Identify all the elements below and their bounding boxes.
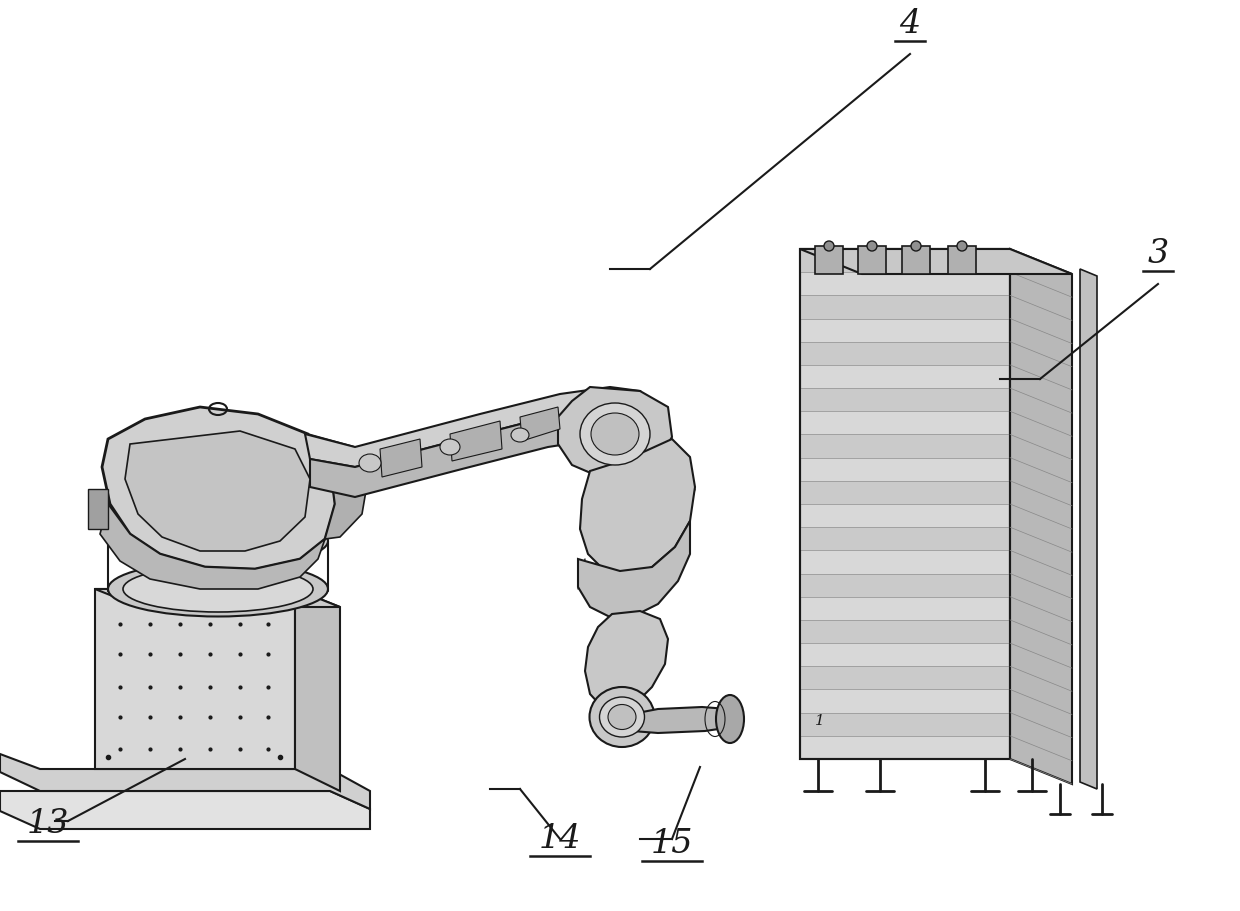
Text: 13: 13 — [27, 807, 69, 839]
Polygon shape — [88, 489, 108, 529]
Ellipse shape — [867, 241, 877, 251]
Polygon shape — [800, 250, 1073, 275]
Ellipse shape — [580, 404, 650, 466]
Polygon shape — [800, 481, 1011, 505]
Ellipse shape — [123, 567, 312, 612]
Ellipse shape — [715, 695, 744, 743]
Ellipse shape — [125, 520, 310, 563]
Ellipse shape — [608, 705, 636, 730]
Polygon shape — [305, 387, 640, 467]
Polygon shape — [580, 439, 694, 578]
Ellipse shape — [589, 687, 655, 747]
Ellipse shape — [825, 241, 835, 251]
Ellipse shape — [591, 414, 639, 456]
Polygon shape — [800, 620, 1011, 643]
Ellipse shape — [108, 562, 329, 617]
Polygon shape — [125, 432, 310, 551]
Polygon shape — [450, 422, 502, 462]
Ellipse shape — [108, 516, 329, 568]
Ellipse shape — [957, 241, 967, 251]
Polygon shape — [800, 667, 1011, 690]
Polygon shape — [800, 343, 1011, 365]
Polygon shape — [95, 589, 340, 608]
Polygon shape — [102, 407, 335, 569]
Polygon shape — [632, 707, 735, 733]
Polygon shape — [585, 611, 668, 711]
Polygon shape — [800, 250, 1011, 759]
Polygon shape — [815, 247, 843, 275]
Polygon shape — [95, 589, 295, 769]
Polygon shape — [520, 407, 560, 442]
Text: 15: 15 — [651, 827, 693, 859]
Ellipse shape — [440, 439, 460, 456]
Ellipse shape — [911, 241, 921, 251]
Polygon shape — [558, 387, 672, 477]
Polygon shape — [800, 389, 1011, 412]
Text: 4: 4 — [899, 8, 920, 40]
Ellipse shape — [360, 455, 381, 473]
Polygon shape — [800, 712, 1011, 736]
Polygon shape — [800, 296, 1011, 319]
Polygon shape — [800, 435, 1011, 458]
Ellipse shape — [599, 697, 645, 737]
Polygon shape — [800, 527, 1011, 551]
Text: 14: 14 — [538, 822, 582, 855]
Ellipse shape — [511, 428, 529, 443]
Polygon shape — [901, 247, 930, 275]
Polygon shape — [310, 407, 635, 497]
Polygon shape — [800, 574, 1011, 597]
Text: 3: 3 — [1147, 238, 1168, 270]
Polygon shape — [800, 250, 1011, 273]
Polygon shape — [379, 439, 422, 477]
Polygon shape — [0, 754, 370, 809]
Polygon shape — [308, 435, 368, 539]
Polygon shape — [0, 791, 370, 829]
Polygon shape — [578, 521, 689, 618]
Polygon shape — [1011, 250, 1073, 784]
Polygon shape — [858, 247, 887, 275]
Polygon shape — [1080, 270, 1097, 789]
Polygon shape — [100, 505, 325, 589]
Polygon shape — [295, 589, 340, 791]
Text: 1: 1 — [815, 713, 825, 727]
Polygon shape — [949, 247, 976, 275]
